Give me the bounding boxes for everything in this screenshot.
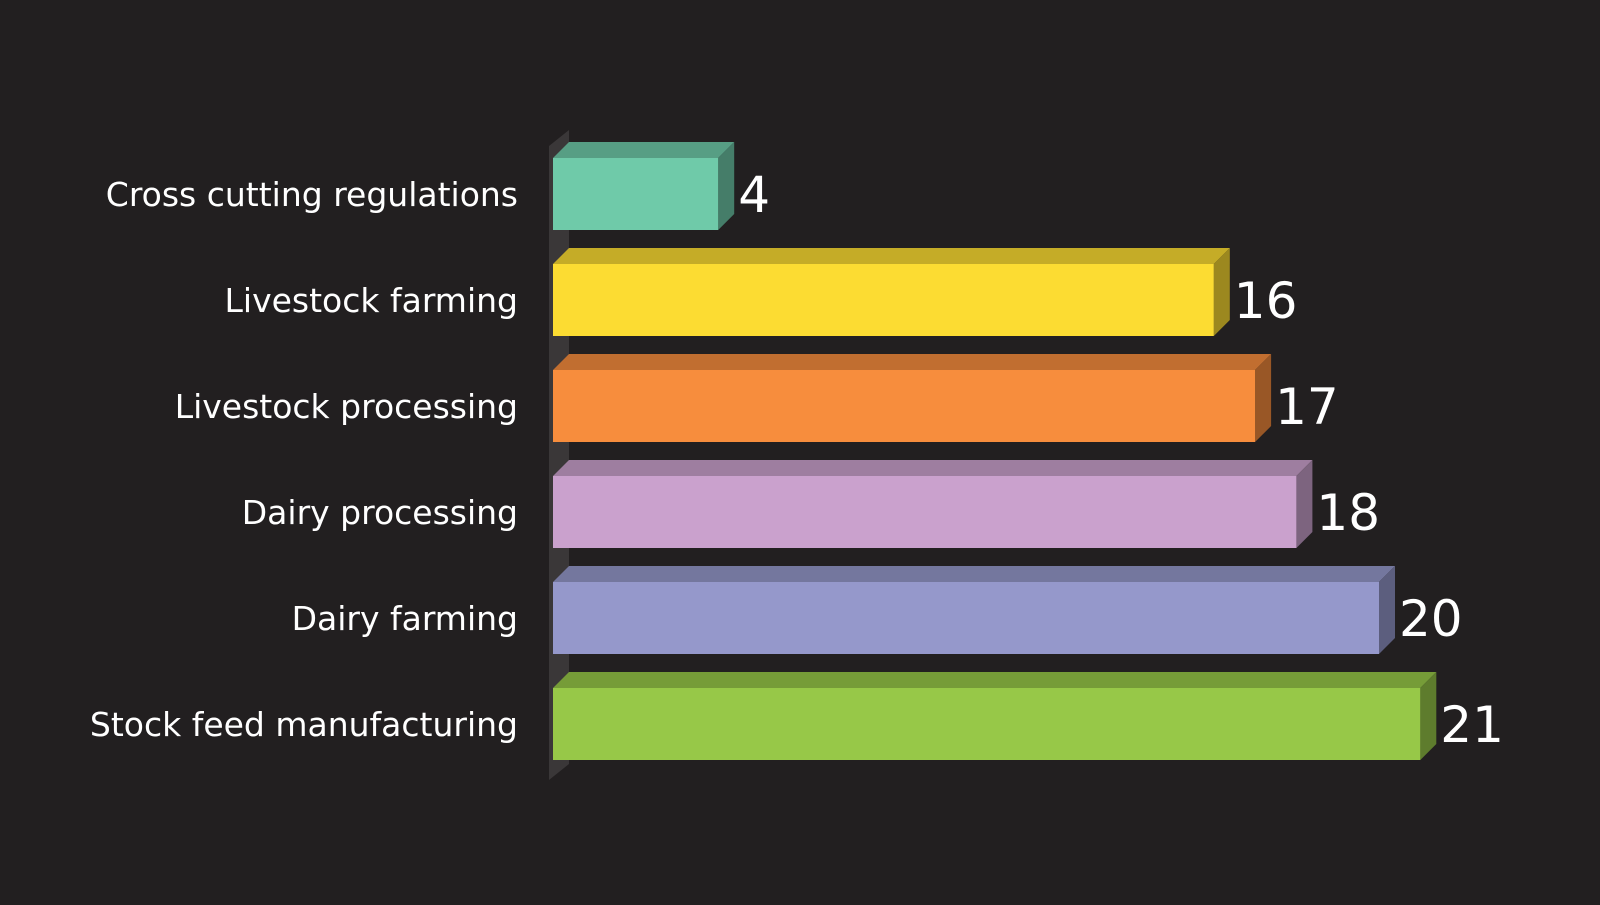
bar-front-face — [553, 688, 1421, 760]
value-label: 20 — [1399, 590, 1463, 648]
bar-front-face — [553, 476, 1297, 548]
bar-front-face — [553, 582, 1379, 654]
bar-0 — [553, 142, 735, 230]
bar-2 — [553, 354, 1272, 442]
bar-top-face — [553, 142, 735, 158]
category-label: Livestock processing — [175, 387, 518, 426]
bar-1 — [553, 248, 1230, 336]
bar-3 — [553, 460, 1313, 548]
bar-4 — [553, 566, 1395, 654]
bar-side-face — [1420, 672, 1437, 760]
category-label: Cross cutting regulations — [106, 175, 518, 214]
bar-side-face — [718, 142, 735, 230]
bar-side-face — [1255, 354, 1272, 442]
bar-front-face — [553, 158, 719, 230]
bar-top-face — [553, 248, 1230, 264]
bar-top-face — [553, 566, 1395, 582]
value-label: 18 — [1316, 484, 1380, 542]
category-label: Dairy farming — [292, 599, 518, 638]
bar-front-face — [553, 370, 1256, 442]
bar-side-face — [1213, 248, 1230, 336]
value-label: 4 — [738, 166, 770, 224]
value-label: 17 — [1275, 378, 1339, 436]
bar-top-face — [553, 354, 1272, 370]
bar-top-face — [553, 460, 1313, 476]
bar-side-face — [1296, 460, 1313, 548]
value-label: 21 — [1440, 696, 1504, 754]
labels-layer: Cross cutting regulations 4 Livestock farm… — [90, 166, 1504, 754]
bar-5 — [553, 672, 1437, 760]
bar-side-face — [1379, 566, 1395, 654]
category-label: Livestock farming — [225, 281, 518, 320]
bars-layer — [553, 142, 1437, 760]
value-label: 16 — [1234, 272, 1298, 330]
bar-front-face — [553, 264, 1214, 336]
bar-top-face — [553, 672, 1437, 688]
category-label: Dairy processing — [242, 493, 518, 532]
category-label: Stock feed manufacturing — [90, 705, 518, 744]
